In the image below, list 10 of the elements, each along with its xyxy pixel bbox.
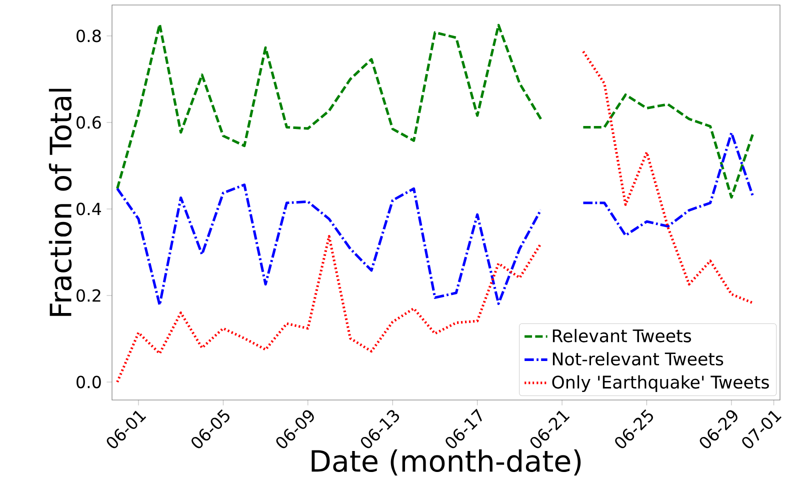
y-tick-label: 0.0 — [76, 376, 101, 388]
y-tick-label: 0.4 — [76, 202, 102, 216]
y-axis-title: Fraction of Total — [48, 88, 72, 316]
y-tick-label: 0.6 — [76, 116, 101, 129]
legend-label: Not-relevant Tweets — [552, 352, 724, 366]
y-tick-label: 0.8 — [76, 30, 101, 42]
y-tick-label: 0.2 — [76, 289, 100, 302]
legend-label: Only 'Earthquake' Tweets — [552, 375, 769, 392]
legend-label: Relevant Tweets — [552, 328, 692, 342]
x-axis-title: Date (month-date) — [312, 449, 581, 476]
